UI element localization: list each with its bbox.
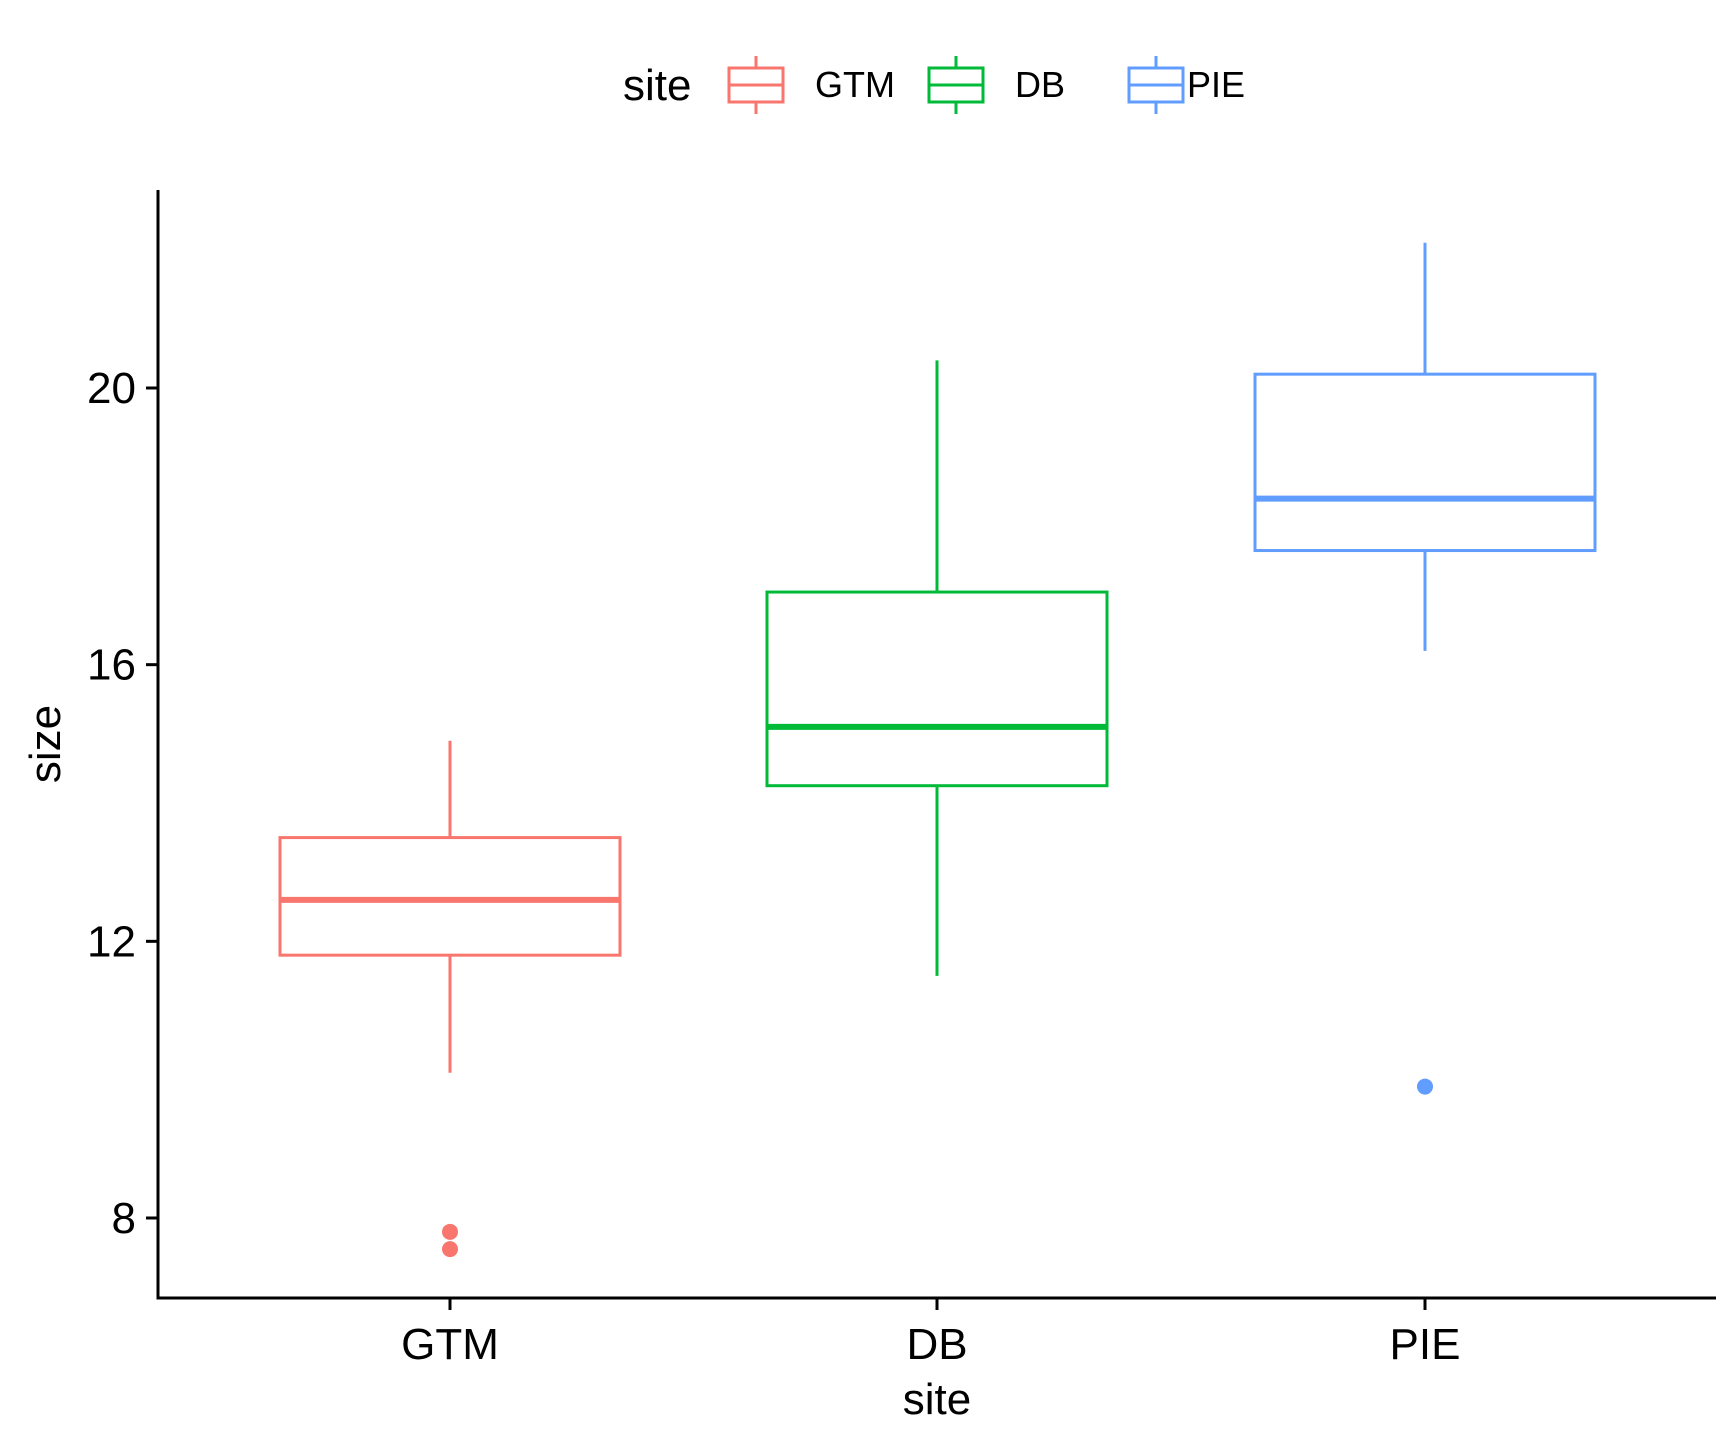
outlier-point xyxy=(442,1223,458,1240)
legend-label: DB xyxy=(1015,64,1065,105)
x-axis-title: site xyxy=(903,1375,971,1424)
box-db xyxy=(765,360,1109,976)
y-tick-label: 16 xyxy=(87,641,136,690)
legend-items: GTM DB PIE xyxy=(727,56,1245,114)
legend-label: PIE xyxy=(1187,64,1245,105)
legend-key xyxy=(927,56,985,114)
legend-item-pie: PIE xyxy=(1127,56,1245,114)
y-tick-label: 12 xyxy=(87,917,136,966)
plot-area xyxy=(278,242,1597,1258)
legend-item-db: DB xyxy=(927,56,1065,114)
x-axis-ticks: GTM DB PIE xyxy=(401,1298,1460,1369)
legend-item-gtm: GTM xyxy=(727,56,895,114)
legend-label: GTM xyxy=(815,64,895,105)
iqr-box xyxy=(278,836,622,957)
iqr-box xyxy=(765,590,1109,788)
y-axis-ticks: 8 12 16 20 xyxy=(87,364,158,1243)
x-tick-label: GTM xyxy=(401,1320,499,1369)
legend-key xyxy=(727,56,785,114)
legend-key xyxy=(1127,56,1185,114)
x-tick-label: PIE xyxy=(1390,1320,1461,1369)
outlier-point xyxy=(1417,1078,1433,1095)
box-pie xyxy=(1253,242,1597,1095)
y-tick-label: 8 xyxy=(112,1194,136,1243)
iqr-box xyxy=(1253,372,1597,553)
legend-title: site xyxy=(623,61,691,110)
y-tick-label: 20 xyxy=(87,364,136,413)
legend: site GTM DB PIE xyxy=(623,56,1245,114)
box-gtm xyxy=(278,740,622,1258)
outlier-point xyxy=(442,1241,458,1258)
y-axis-title: size xyxy=(21,705,70,783)
boxes-layer xyxy=(278,242,1597,1258)
x-tick-label: DB xyxy=(906,1320,967,1369)
